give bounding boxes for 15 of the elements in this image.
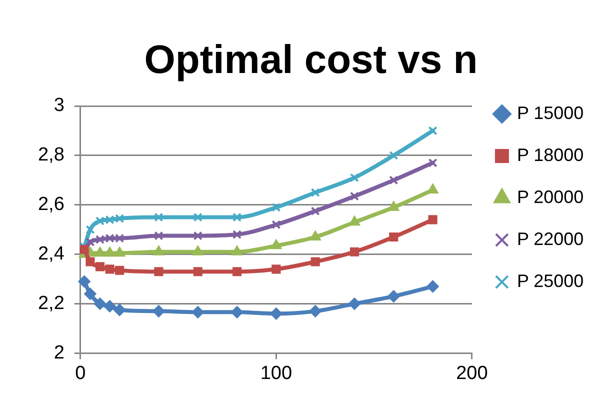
x-tick-label: 0	[75, 362, 86, 384]
legend-label: P 18000	[516, 144, 584, 165]
legend-label: P 15000	[516, 102, 584, 123]
legend-label: P 20000	[516, 186, 584, 207]
legend-label: P 25000	[516, 270, 584, 291]
y-tick-label: 2,6	[38, 194, 64, 216]
x-tick-label: 200	[456, 362, 488, 384]
y-tick-label: 2,4	[38, 244, 65, 265]
y-tick-label: 3	[54, 95, 64, 116]
x-tick-label: 100	[260, 362, 292, 384]
y-tick-label: 2	[54, 342, 64, 364]
legend-label: P 22000	[516, 228, 584, 249]
y-tick-label: 2,8	[38, 144, 64, 166]
chart-title: Optimal cost vs n	[144, 38, 478, 82]
y-tick-label: 2,2	[38, 292, 64, 314]
